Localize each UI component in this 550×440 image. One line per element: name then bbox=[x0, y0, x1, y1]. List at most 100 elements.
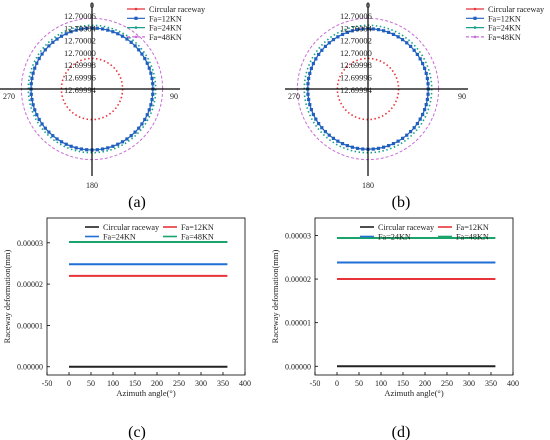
series-b-1-marker-49 bbox=[311, 112, 315, 117]
series-a-1-marker-24 bbox=[143, 117, 147, 122]
series-a-1-marker-17 bbox=[151, 82, 155, 86]
series-a-1-marker-30 bbox=[120, 140, 125, 144]
radial-tick-b-0: 12.70006 bbox=[340, 11, 372, 21]
series-b-1-marker-52 bbox=[307, 97, 311, 102]
legend-a-2-marker bbox=[134, 26, 138, 29]
legend-a-0-marker bbox=[134, 7, 138, 11]
series-b-1-marker-63 bbox=[323, 44, 327, 48]
series-b-1-marker-12 bbox=[418, 57, 422, 61]
series-a-1-marker-21 bbox=[149, 103, 153, 107]
series-a-1-marker-44 bbox=[51, 134, 55, 138]
angle-label-a-270: 270 bbox=[3, 92, 15, 101]
series-b-1-marker-64 bbox=[327, 41, 331, 45]
series-b-1-marker-3 bbox=[381, 29, 386, 33]
series-a-1-marker-5 bbox=[116, 32, 120, 36]
series-a-1-marker-6 bbox=[120, 34, 125, 38]
series-b-1-marker-7 bbox=[400, 38, 405, 42]
legend-b-1-label: Fa=12KN bbox=[488, 14, 521, 23]
series-b-1-marker-57 bbox=[308, 71, 312, 76]
series-a-1-marker-60 bbox=[37, 56, 41, 61]
y-axis-label-c: Raceway deformation(mm) bbox=[2, 249, 12, 343]
angle-label-b-0: 0 bbox=[366, 1, 370, 10]
x-tick-label-c-7: 300 bbox=[195, 379, 207, 388]
angle-label-b-270: 270 bbox=[288, 92, 300, 101]
x-tick-label-d-9: 400 bbox=[507, 379, 519, 388]
legend-a-3-marker bbox=[134, 35, 138, 39]
series-b-1-marker-58 bbox=[309, 66, 313, 70]
series-a-1-marker-26 bbox=[137, 126, 141, 130]
series-a-1-marker-37 bbox=[85, 148, 89, 152]
series-a-1-marker-14 bbox=[147, 66, 151, 70]
legend-b-0-marker bbox=[473, 7, 477, 11]
series-b-1-marker-19 bbox=[426, 92, 430, 96]
y-tick-label-d-1: 0.00001 bbox=[285, 319, 311, 328]
series-b-1-marker-9 bbox=[409, 44, 413, 48]
series-a-1-marker-58 bbox=[33, 66, 37, 70]
radial-tick-b-6: 12.69994 bbox=[340, 85, 373, 95]
series-a-1-marker-34 bbox=[100, 147, 105, 151]
x-tick-label-d-1: 0 bbox=[335, 379, 339, 388]
series-a-1-marker-28 bbox=[129, 134, 133, 138]
series-a-1-marker-59 bbox=[35, 61, 39, 65]
series-b-1-marker-50 bbox=[309, 108, 313, 112]
series-a-1-marker-29 bbox=[125, 137, 129, 141]
series-b-1-marker-1 bbox=[371, 27, 375, 31]
series-a-1-marker-10 bbox=[137, 48, 141, 52]
legend-d-2-label: Fa=24KN bbox=[378, 233, 411, 242]
radial-tick-a-1: 12.70004 bbox=[64, 23, 97, 33]
x-axis-label-d: Azimuth angle(°) bbox=[384, 388, 444, 398]
series-b-1-marker-17 bbox=[426, 82, 430, 86]
angle-label-a-0: 0 bbox=[90, 1, 94, 10]
radial-tick-b-5: 12.69996 bbox=[340, 73, 372, 83]
series-b-1-marker-30 bbox=[396, 139, 400, 143]
radial-tick-a-5: 12.69996 bbox=[64, 73, 96, 83]
series-b-1-marker-38 bbox=[355, 146, 360, 150]
series-a-1-marker-22 bbox=[147, 108, 151, 112]
series-a-1-marker-66 bbox=[59, 34, 64, 38]
x-tick-label-d-8: 350 bbox=[485, 379, 497, 388]
series-b-1-marker-15 bbox=[424, 71, 428, 76]
x-tick-label-d-4: 150 bbox=[397, 379, 409, 388]
x-tick-label-c-9: 400 bbox=[239, 379, 251, 388]
series-a-1-marker-52 bbox=[30, 97, 34, 102]
legend-b-1-marker bbox=[473, 16, 477, 20]
series-a-1-marker-53 bbox=[29, 92, 33, 96]
series-a-1-marker-70 bbox=[79, 27, 84, 31]
y-tick-label-d-0: 0.00000 bbox=[285, 362, 311, 371]
x-tick-label-c-8: 350 bbox=[217, 379, 229, 388]
series-b-1-marker-32 bbox=[387, 144, 391, 148]
series-b-1-marker-23 bbox=[421, 112, 425, 117]
series-b-1-marker-47 bbox=[317, 121, 321, 126]
y-tick-label-d-2: 0.00002 bbox=[285, 275, 311, 284]
series-b-1-marker-20 bbox=[425, 97, 429, 102]
series-b-1-marker-44 bbox=[327, 133, 331, 137]
series-a-1-marker-9 bbox=[133, 44, 137, 48]
series-a-1-marker-33 bbox=[106, 146, 110, 150]
series-b-1-marker-71 bbox=[361, 27, 365, 31]
panel-label-c: (c) bbox=[128, 424, 146, 440]
series-b-1-marker-22 bbox=[423, 108, 427, 112]
x-axis-label-c: Azimuth angle(°) bbox=[116, 388, 176, 398]
series-a-1-marker-49 bbox=[35, 113, 39, 117]
series-a-1-marker-51 bbox=[31, 103, 35, 107]
x-tick-label-d-5: 200 bbox=[419, 379, 431, 388]
series-a-1-marker-62 bbox=[43, 48, 47, 52]
legend-d-0-label: Circular raceway bbox=[378, 223, 435, 232]
series-a-1-marker-68 bbox=[69, 30, 73, 34]
y-tick-label-c-3: 0.00003 bbox=[17, 239, 43, 248]
series-a-1-marker-3 bbox=[106, 28, 110, 32]
series-a-1-marker-7 bbox=[125, 37, 129, 41]
series-b-1-marker-39 bbox=[350, 145, 355, 149]
series-a-1-marker-2 bbox=[100, 27, 105, 31]
legend-b-2-label: Fa=24KN bbox=[488, 24, 521, 33]
series-b-1-marker-66 bbox=[336, 35, 340, 39]
series-b-1-marker-29 bbox=[400, 136, 405, 140]
series-a-1-marker-39 bbox=[74, 146, 78, 150]
series-a-1-marker-71 bbox=[85, 26, 89, 30]
series-a-1-marker-42 bbox=[59, 140, 64, 144]
series-a-1-marker-13 bbox=[145, 61, 149, 65]
series-b-1-marker-6 bbox=[396, 35, 400, 39]
series-b-1-marker-43 bbox=[331, 136, 336, 140]
series-a-1-marker-15 bbox=[149, 71, 153, 75]
y-tick-label-c-0: 0.00000 bbox=[17, 363, 43, 372]
